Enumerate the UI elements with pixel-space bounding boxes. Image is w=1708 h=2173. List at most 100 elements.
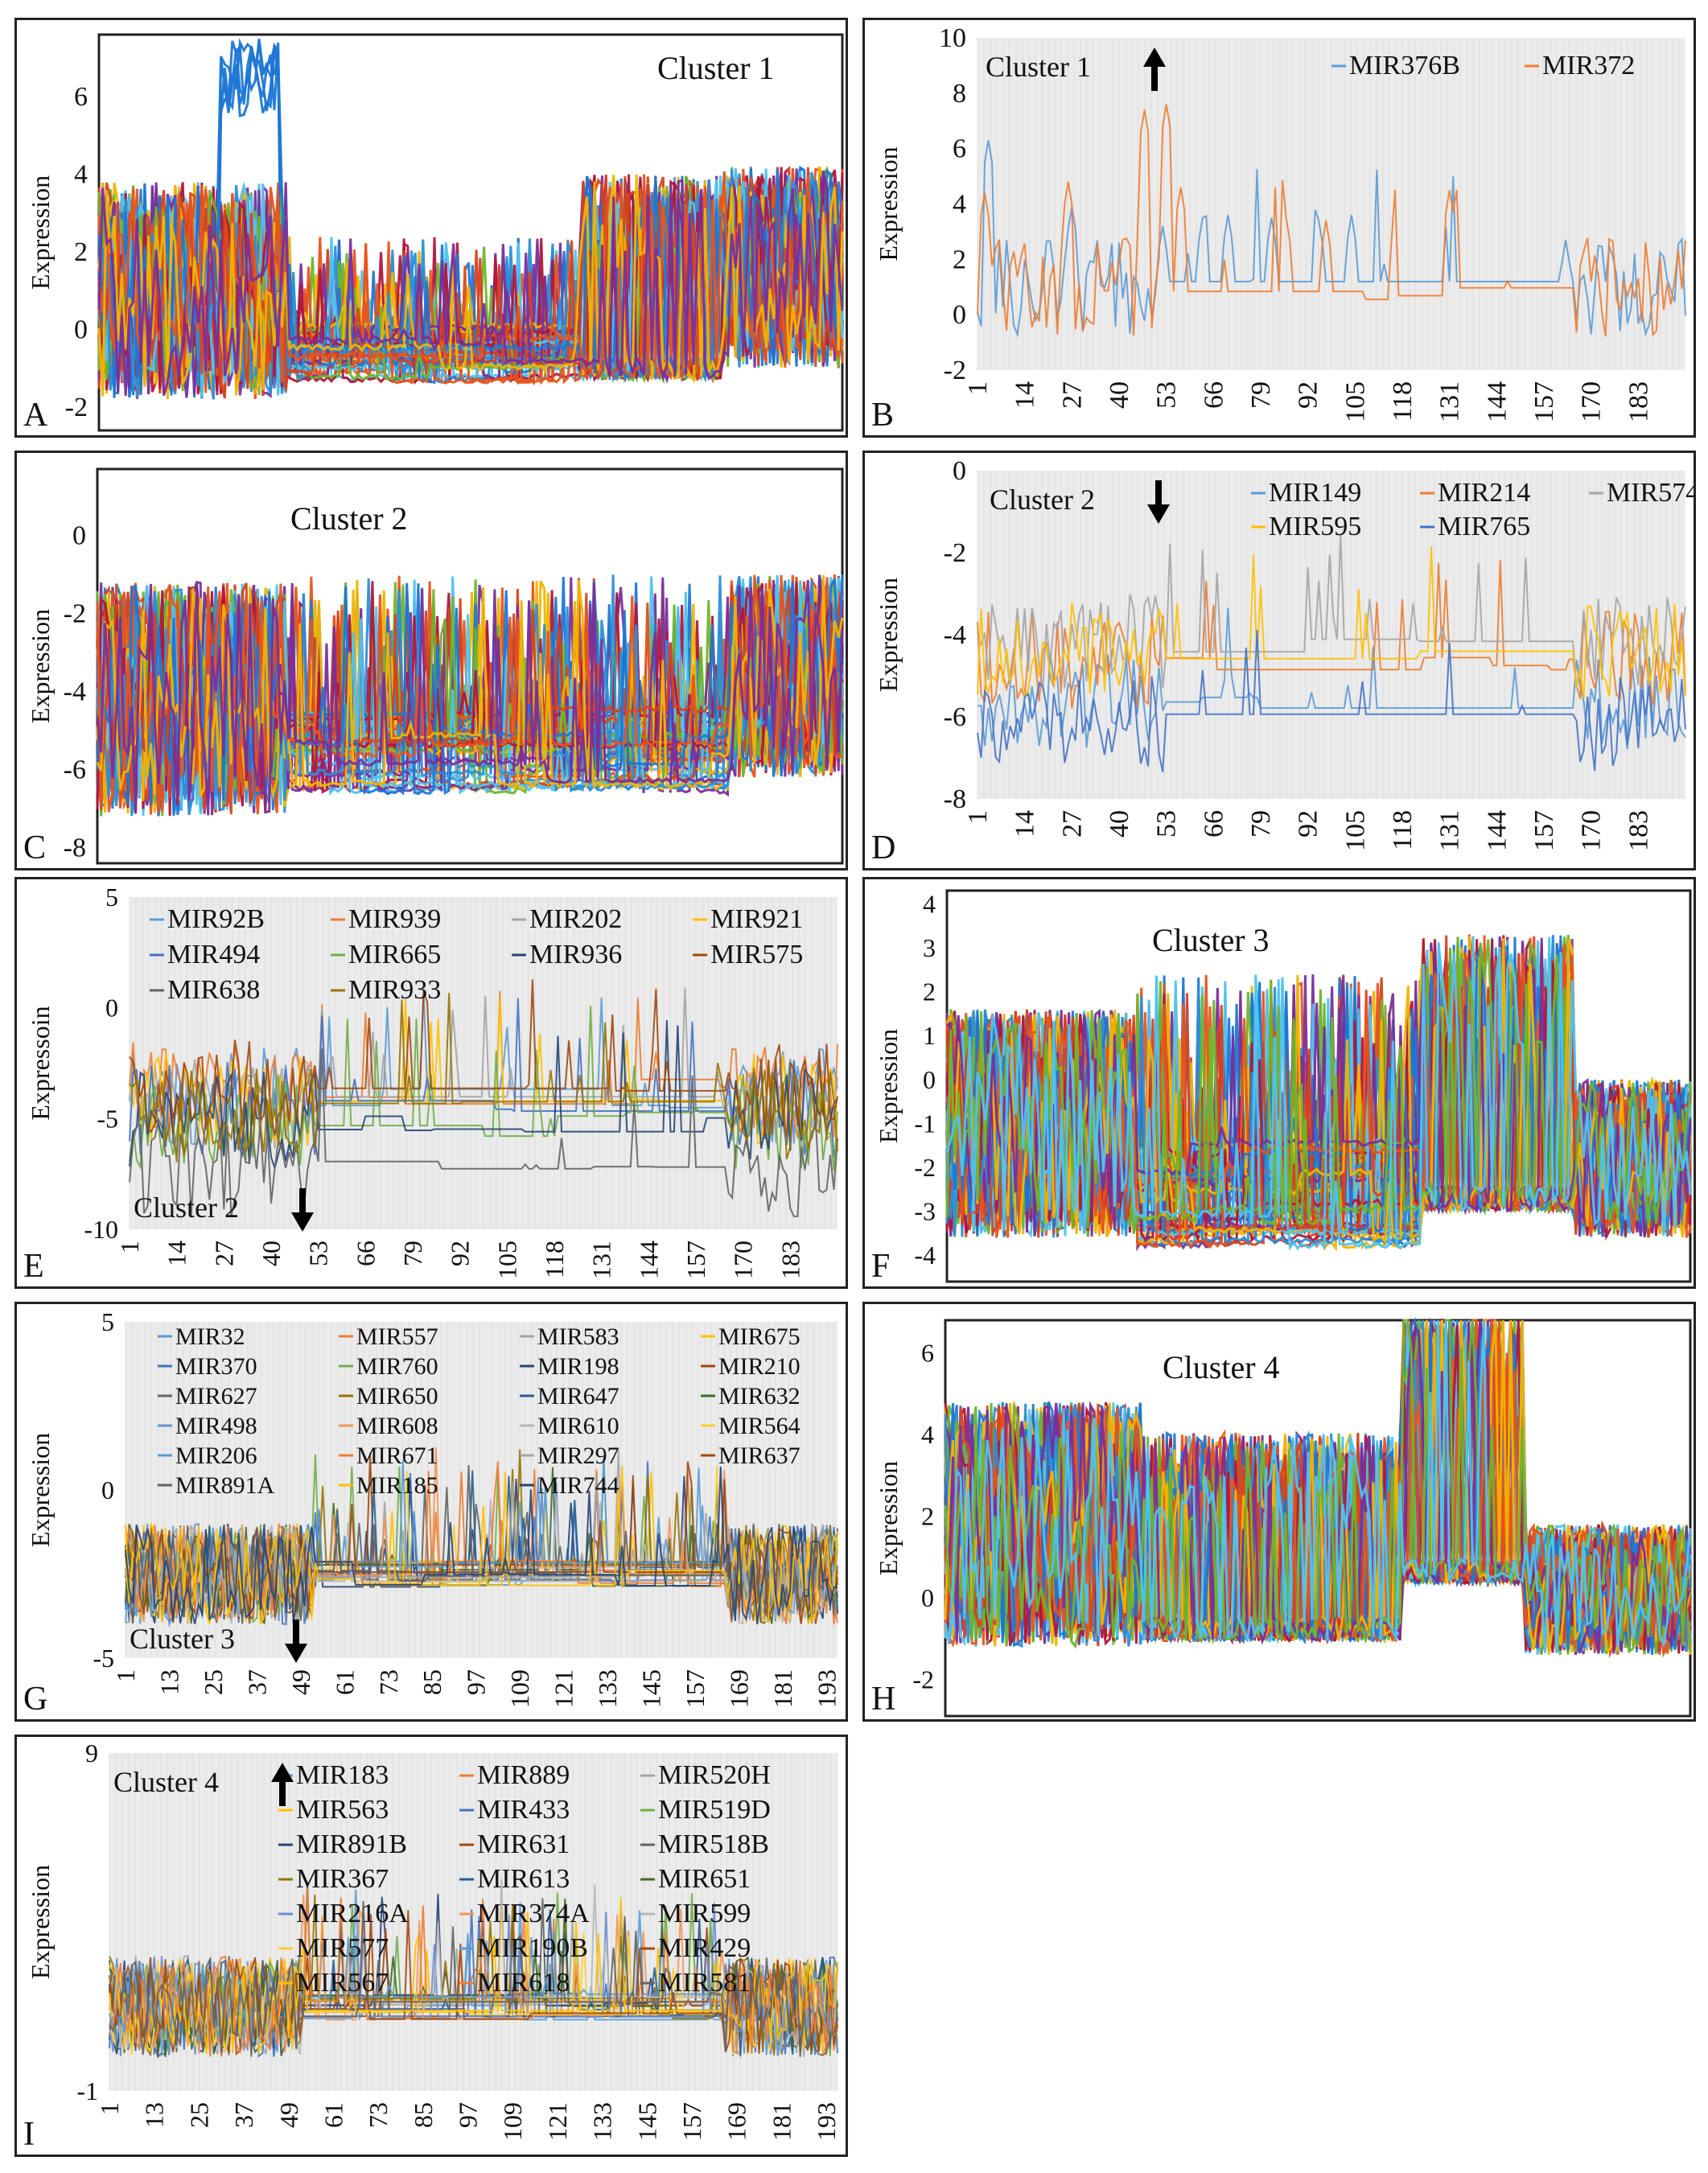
- x-tick-label: 13: [154, 1669, 183, 1695]
- legend-label: MIR631: [477, 1829, 570, 1859]
- series-line: [944, 1319, 1692, 1653]
- legend-label: MIR637: [718, 1442, 800, 1469]
- chart-g: 5 0 -5 Expression 1 13 25 37 49 61 73 85 97 109 121 133…: [23, 1307, 841, 1718]
- y-tick-label: -2: [944, 356, 966, 385]
- chart-a: 6 4 2 0 -2 Expression A Cluster 1: [23, 33, 844, 434]
- series-line-mir765: [977, 630, 1686, 772]
- x-tick-label: 79: [1246, 381, 1276, 409]
- panel-title: Cluster 3: [1152, 922, 1270, 958]
- y-tick-label: -8: [944, 784, 966, 814]
- panel-title: Cluster 2: [290, 500, 408, 537]
- x-tick-label: 131: [1435, 810, 1465, 851]
- x-tick-label: 97: [454, 2102, 483, 2128]
- x-tick-label: 85: [409, 2102, 438, 2128]
- legend-label: MIR214: [1438, 478, 1530, 508]
- legend-label: MIR32: [175, 1323, 245, 1350]
- legend-label: MIR376B: [1349, 51, 1460, 80]
- y-tick-label: 0: [105, 994, 118, 1023]
- panel-c: 0 -2 -4 -6 -8 Expression C Cluster 2: [14, 451, 848, 870]
- legend-label: MIR498: [175, 1413, 257, 1439]
- x-tick-label: 53: [1152, 381, 1182, 409]
- series-group: [125, 1447, 838, 1628]
- arrow-down-icon: [285, 1619, 307, 1663]
- legend-label: MIR581: [658, 1968, 751, 1998]
- legend-label: MIR372: [1542, 51, 1635, 80]
- series-group: [945, 934, 1692, 1252]
- legend-label: MIR650: [356, 1383, 438, 1410]
- x-tick-label: 37: [242, 1669, 271, 1695]
- panel-letter: E: [23, 1248, 44, 1285]
- legend-label: MIR183: [296, 1760, 389, 1790]
- series-line-mir376b: [977, 140, 1686, 338]
- x-tick-label: 40: [1105, 381, 1134, 409]
- legend-label: MIR936: [529, 940, 622, 969]
- x-tick-label: 25: [199, 1669, 228, 1695]
- y-tick-label: 0: [74, 315, 88, 345]
- y-tick-label: -2: [64, 599, 86, 629]
- y-tick-label: 0: [101, 1475, 114, 1504]
- y-tick-label: -4: [914, 1241, 936, 1270]
- x-tick-label: 37: [229, 2102, 258, 2128]
- series-line-mir575: [129, 979, 838, 1138]
- panel-letter: F: [871, 1248, 890, 1285]
- series-line-mir185: [125, 1471, 838, 1625]
- legend-label: MIR564: [718, 1413, 800, 1439]
- series-group: [977, 533, 1686, 772]
- y-tick-label: 4: [74, 160, 88, 190]
- legend-label: MIR651: [658, 1864, 751, 1894]
- legend-label: MIR618: [477, 1968, 570, 1998]
- panel-f: 4 3 2 1 0 -1 -2 -3 -4 Expression F Cluster 3: [862, 877, 1696, 1289]
- arrow-up-icon: [1143, 47, 1166, 91]
- y-tick-label: 3: [923, 933, 936, 962]
- y-tick-label: -4: [944, 620, 966, 650]
- y-tick-label: 9: [85, 1739, 98, 1768]
- panel-b: 10 8 6 4 2 0 -2 Expression 1 14 27 40 53 66 79 92 105 118…: [862, 18, 1696, 438]
- arrow-down-icon: [291, 1188, 314, 1232]
- x-tick-label: 121: [549, 1669, 578, 1708]
- y-tick-label: -2: [914, 1153, 936, 1182]
- panel-letter: D: [871, 829, 895, 866]
- y-tick-label: 4: [953, 190, 966, 220]
- panel-title: Cluster 4: [1163, 1349, 1280, 1385]
- legend-label: MIR202: [529, 904, 622, 934]
- legend-label: MIR190B: [477, 1933, 588, 1963]
- x-tick-label: 49: [274, 2102, 303, 2128]
- x-tick-label: 133: [588, 2102, 617, 2141]
- x-tick-label: 14: [1010, 381, 1040, 409]
- y-tick-label: 0: [953, 456, 966, 486]
- x-tick-label: 183: [776, 1241, 805, 1279]
- x-tick-label: 73: [374, 1669, 403, 1695]
- legend-label: MIR520H: [658, 1760, 771, 1790]
- legend-label: MIR891A: [175, 1472, 275, 1499]
- legend-label: MIR185: [356, 1472, 438, 1499]
- y-tick-label: -5: [93, 1644, 114, 1673]
- legend-label: MIR210: [718, 1353, 800, 1380]
- panel-g: 5 0 -5 Expression 1 13 25 37 49 61 73 85 97 109 121 133…: [14, 1302, 848, 1722]
- x-tick-label: 66: [1199, 810, 1229, 838]
- series-line-mir202: [129, 987, 838, 1154]
- x-tick-label: 118: [1388, 381, 1418, 422]
- legend-label: MIR575: [710, 940, 803, 969]
- panel-title: Cluster 1: [657, 50, 775, 86]
- y-axis-label: Expression: [874, 1029, 903, 1143]
- series-group: [96, 574, 844, 817]
- x-tick-label: 157: [677, 2102, 706, 2141]
- y-tick-label: 2: [74, 237, 88, 267]
- series-group: [977, 104, 1686, 338]
- x-tick-label: 92: [1294, 810, 1323, 838]
- x-tick-label: 118: [1388, 810, 1418, 850]
- x-tick-label: 169: [722, 2102, 751, 2141]
- legend-label: MIR671: [356, 1442, 438, 1469]
- y-axis-label: Expression: [26, 609, 55, 723]
- legend-label: MIR765: [1438, 512, 1530, 541]
- legend-label: MIR574: [1607, 478, 1694, 508]
- series-line-mir372: [977, 104, 1686, 337]
- y-tick-label: 4: [923, 889, 936, 918]
- x-tick-label: 27: [1057, 810, 1087, 838]
- x-tick-label: 79: [398, 1241, 427, 1266]
- series-group: [129, 979, 838, 1217]
- x-tick-label: 14: [1010, 810, 1040, 838]
- panel-h: 6 4 2 0 -2 Expression H Cluster 4: [862, 1302, 1696, 1722]
- x-tick-label: 144: [1482, 810, 1512, 851]
- y-tick-label: 0: [921, 1583, 934, 1612]
